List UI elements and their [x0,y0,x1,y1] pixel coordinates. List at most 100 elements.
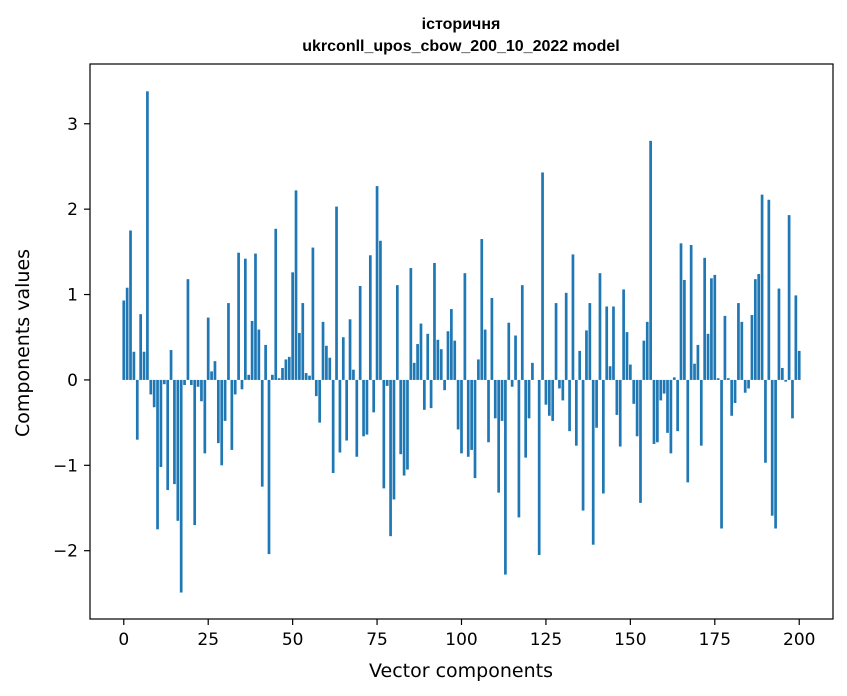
bar-component-63 [335,206,338,380]
bar-component-198 [791,379,794,419]
bar-component-104 [473,379,477,479]
bar-component-14 [169,350,173,380]
y-tick-label: 3 [67,115,78,135]
bar-component-150 [629,364,632,380]
bar-component-85 [409,268,413,380]
bar-component-181 [733,379,737,403]
bar-component-44 [271,374,274,380]
bar-component-52 [298,332,301,380]
bar-component-60 [325,345,328,380]
bar-component-40 [257,329,261,380]
x-axis-ticks: 0 25 50 75 100 125 150 175 200 [118,619,815,650]
bar-component-176 [716,378,720,380]
bar-component-23 [200,379,203,402]
bar-component-141 [598,273,602,380]
bar-component-142 [601,379,605,494]
bar-component-5 [139,314,143,380]
bar-component-126 [547,379,551,416]
bar-component-109 [490,297,494,380]
bar-component-21 [193,379,197,526]
bar-component-25 [206,317,210,380]
bar-component-12 [162,379,166,385]
bar-component-185 [747,379,750,389]
bar-component-15 [173,379,176,485]
bar-component-98 [453,340,457,380]
bar-component-133 [571,254,575,380]
bar-component-100 [460,379,463,454]
bar-component-161 [666,379,669,433]
bar-component-79 [389,379,392,537]
bar-component-3 [132,351,136,380]
bar-component-38 [250,321,254,380]
bar-component-26 [210,371,213,380]
bar-component-108 [487,379,490,443]
bar-component-143 [605,306,609,380]
bar-component-70 [358,286,362,380]
x-tick-label: 200 [783,630,815,650]
bar-component-49 [287,356,291,380]
bar-component-196 [784,379,788,382]
bar-component-29 [220,379,224,466]
x-tick-label: 25 [197,630,219,650]
bar-component-24 [203,379,207,454]
bar-component-65 [341,337,345,380]
bar-component-16 [176,379,180,521]
bar-component-138 [588,303,592,380]
bar-component-69 [355,379,359,457]
bar-component-94 [439,349,443,380]
bar-component-101 [463,273,467,380]
bar-component-4 [135,379,139,440]
bar-component-9 [152,379,156,408]
bar-component-162 [669,379,673,454]
bar-component-157 [652,379,656,444]
bar-component-147 [618,379,622,447]
x-tick-label: 125 [530,630,562,650]
bar-component-2 [129,230,132,380]
bar-component-195 [780,367,784,380]
bar-component-41 [260,379,264,487]
bar-component-90 [426,333,430,380]
bar-component-189 [760,194,764,380]
bar-component-116 [514,335,517,380]
bar-component-99 [456,379,460,430]
bar-component-163 [672,377,676,380]
bar-component-182 [737,303,740,380]
chart-title: історичня [422,16,501,33]
bar-component-169 [693,363,696,380]
y-tick-label: 2 [67,200,78,220]
bar-component-110 [493,379,497,419]
bar-component-95 [443,379,446,391]
bar-component-128 [554,303,558,380]
bar-component-194 [777,288,781,380]
bar-component-46 [277,378,281,380]
bar-component-148 [622,289,625,380]
bar-component-76 [379,240,382,380]
bar-component-86 [412,362,416,380]
bar-component-59 [321,321,325,380]
bar-component-62 [331,379,335,473]
bar-component-184 [743,379,747,393]
bar-component-87 [416,344,419,380]
bar-component-193 [774,379,777,529]
bar-component-112 [500,379,504,421]
bar-component-56 [311,247,315,380]
bar-component-89 [423,379,426,410]
bar-component-37 [247,374,251,380]
x-tick-label: 0 [118,630,129,650]
bar-component-152 [635,379,639,437]
bar-component-145 [612,306,615,380]
bar-component-27 [213,361,217,380]
bar-component-105 [477,359,480,380]
bar-component-159 [659,379,663,401]
bar-component-51 [294,190,298,380]
bar-component-84 [406,379,409,470]
bar-component-111 [497,379,500,493]
bar-component-168 [689,245,693,380]
bar-component-72 [365,379,369,435]
bar-component-91 [429,379,433,409]
bar-component-93 [436,339,440,380]
bar-component-92 [433,262,436,380]
bar-component-7 [146,91,149,380]
bar-component-190 [764,379,767,463]
